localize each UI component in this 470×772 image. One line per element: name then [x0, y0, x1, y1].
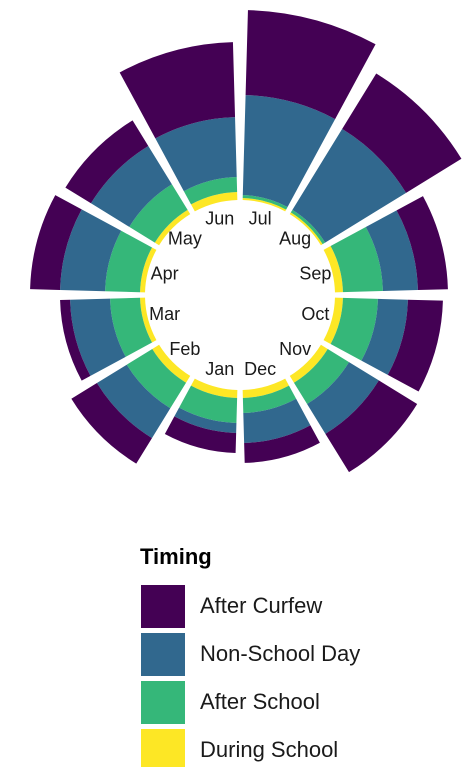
- category-label: Jun: [205, 208, 234, 228]
- bar-segment: [242, 95, 336, 208]
- bar-segment: [140, 247, 157, 293]
- category-label: Dec: [244, 359, 276, 379]
- bar-segment: [323, 297, 343, 344]
- bar-segment: [242, 198, 287, 212]
- bar-segment: [164, 416, 237, 453]
- bar-segment: [365, 210, 418, 292]
- bar-segment: [191, 378, 238, 398]
- bar-segment: [129, 184, 188, 243]
- bar-segment: [152, 344, 191, 383]
- bar-segment: [289, 212, 323, 246]
- bar-segment: [191, 192, 238, 212]
- bar-segment: [292, 128, 407, 243]
- bar-segment: [183, 177, 238, 205]
- bar-segment: [65, 120, 149, 204]
- legend: After Curfew Non-School Day After School Du…: [141, 585, 360, 772]
- category-label: Sep: [299, 264, 331, 284]
- bar-segment: [71, 383, 152, 464]
- bar-segment: [70, 298, 126, 376]
- bar-segment: [30, 195, 82, 290]
- legend-key: [141, 633, 185, 676]
- bar-segment: [290, 209, 326, 245]
- bar-segment: [242, 378, 289, 398]
- category-label: Apr: [151, 264, 179, 284]
- bar-segment: [289, 344, 328, 383]
- bar-segment: [307, 362, 379, 434]
- legend-key: [141, 585, 185, 628]
- bar-segment: [105, 230, 153, 293]
- legend-label: During School: [200, 737, 338, 762]
- bar-segment: [155, 117, 237, 192]
- legend-key: [141, 729, 185, 772]
- bar-segment: [90, 145, 172, 227]
- bar-segment: [325, 380, 418, 473]
- bar-segment: [342, 73, 462, 193]
- legend-label: Non-School Day: [200, 641, 360, 666]
- wedges: [30, 10, 462, 473]
- category-label: Jan: [205, 359, 234, 379]
- bar-segment: [361, 298, 408, 375]
- bar-segment: [330, 297, 378, 361]
- category-label: Nov: [279, 339, 311, 359]
- bar-segment: [60, 299, 91, 381]
- bar-segment: [154, 209, 191, 246]
- bar-segment: [96, 364, 171, 439]
- bar-segment: [174, 407, 237, 433]
- bar-segment: [126, 348, 187, 409]
- bar-segment: [60, 209, 122, 292]
- bar-segment: [140, 297, 157, 343]
- bar-segment: [323, 246, 343, 293]
- bar-segment: [110, 297, 153, 357]
- category-label: Aug: [279, 229, 311, 249]
- bar-segment: [293, 348, 350, 405]
- bar-segment: [179, 385, 238, 423]
- category-label: May: [168, 229, 202, 249]
- category-label: Mar: [149, 304, 180, 324]
- category-label: Oct: [301, 304, 329, 324]
- legend-label: After School: [200, 689, 320, 714]
- bar-segment: [330, 226, 383, 293]
- legend-title: Timing: [140, 544, 212, 569]
- bar-segment: [245, 10, 376, 120]
- category-label: Feb: [169, 339, 200, 359]
- bar-segment: [242, 385, 297, 413]
- bar-segment: [243, 398, 311, 443]
- bar-segment: [387, 299, 443, 392]
- legend-key: [141, 681, 185, 724]
- category-label: Jul: [249, 208, 272, 228]
- legend-label: After Curfew: [200, 593, 322, 618]
- bar-segment: [244, 425, 320, 463]
- bar-segment: [119, 42, 236, 139]
- bar-segment: [242, 195, 288, 210]
- bar-segment: [396, 196, 448, 291]
